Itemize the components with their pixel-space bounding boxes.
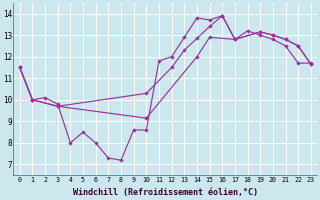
X-axis label: Windchill (Refroidissement éolien,°C): Windchill (Refroidissement éolien,°C) — [73, 188, 258, 197]
